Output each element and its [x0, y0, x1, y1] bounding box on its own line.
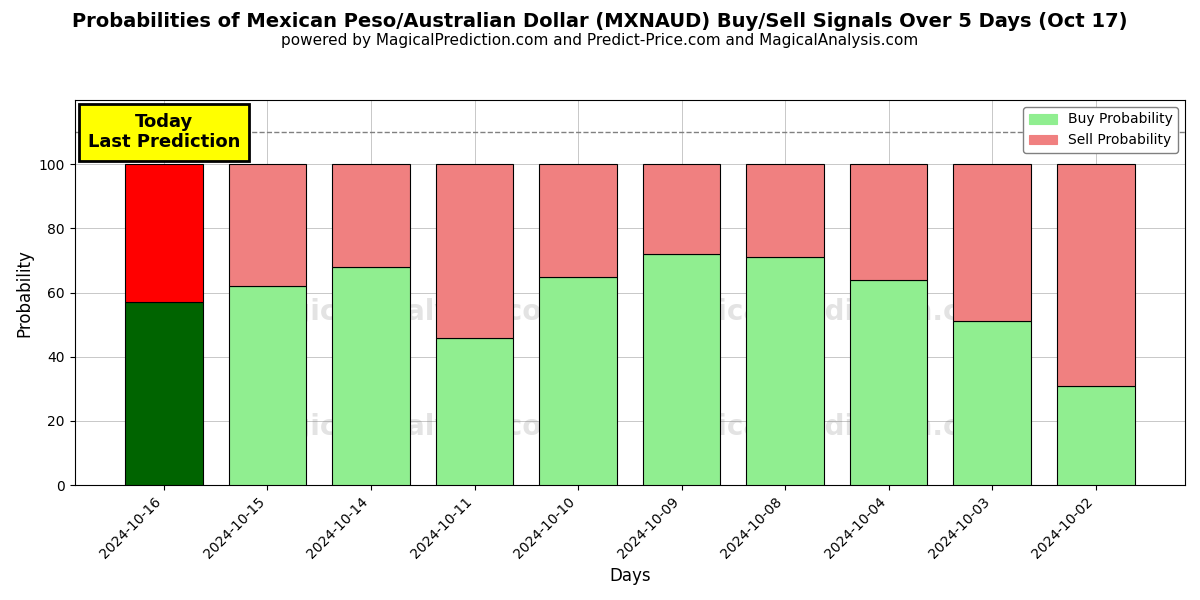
Bar [539, 164, 617, 277]
Bar [746, 164, 824, 257]
Bar [125, 164, 203, 302]
Bar [850, 164, 928, 280]
Y-axis label: Probability: Probability [16, 248, 34, 337]
X-axis label: Days: Days [610, 567, 650, 585]
Bar [643, 164, 720, 254]
Text: powered by MagicalPrediction.com and Predict-Price.com and MagicalAnalysis.com: powered by MagicalPrediction.com and Pre… [281, 33, 919, 48]
Legend: Buy Probability, Sell Probability: Buy Probability, Sell Probability [1024, 107, 1178, 153]
Bar [436, 164, 514, 338]
Bar [953, 164, 1031, 322]
Bar [953, 322, 1031, 485]
Bar [643, 254, 720, 485]
Text: MagicalPrediction.com: MagicalPrediction.com [652, 298, 1008, 326]
Bar [746, 257, 824, 485]
Bar [539, 277, 617, 485]
Bar [332, 267, 410, 485]
Bar [125, 302, 203, 485]
Bar [850, 280, 928, 485]
Bar [1057, 386, 1134, 485]
Bar [229, 164, 306, 286]
Text: Today
Last Prediction: Today Last Prediction [88, 113, 240, 151]
Bar [1057, 164, 1134, 386]
Text: MagicalAnalysis.com: MagicalAnalysis.com [245, 298, 571, 326]
Bar [229, 286, 306, 485]
Bar [332, 164, 410, 267]
Text: MagicalAnalysis.com: MagicalAnalysis.com [245, 413, 571, 442]
Text: Probabilities of Mexican Peso/Australian Dollar (MXNAUD) Buy/Sell Signals Over 5: Probabilities of Mexican Peso/Australian… [72, 12, 1128, 31]
Bar [436, 338, 514, 485]
Text: MagicalPrediction.com: MagicalPrediction.com [652, 413, 1008, 442]
